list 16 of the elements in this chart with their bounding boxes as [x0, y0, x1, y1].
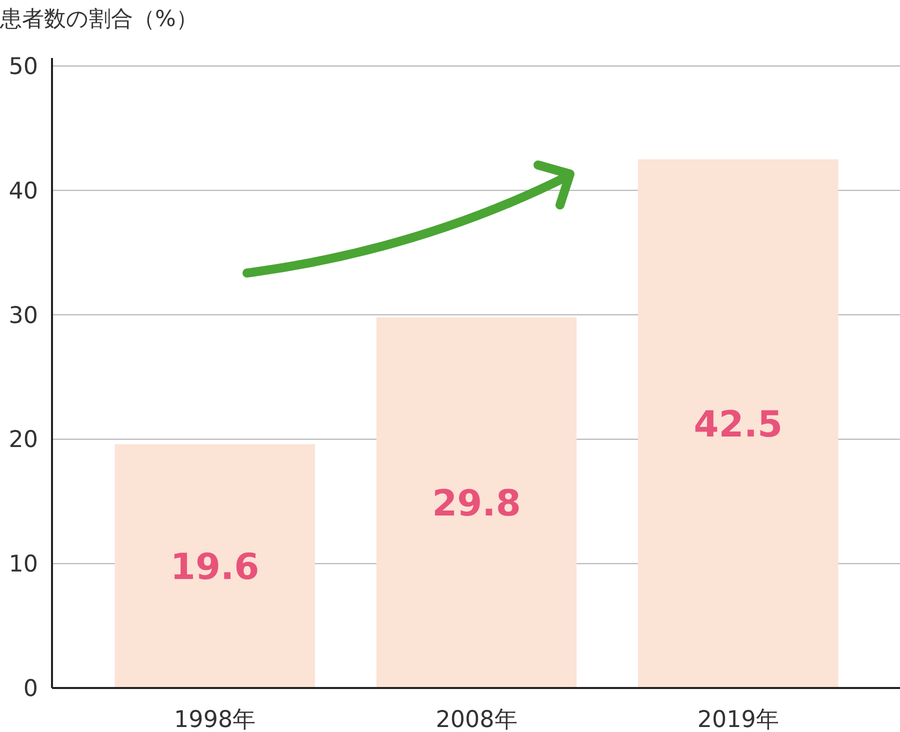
x-tick-label: 2019年	[697, 707, 779, 732]
x-tick-label: 2008年	[436, 707, 518, 732]
y-tick-label: 10	[8, 552, 38, 578]
data-label: 29.8	[432, 484, 521, 525]
y-tick-label: 0	[23, 676, 38, 702]
bar	[114, 444, 315, 688]
y-tick-label: 30	[8, 302, 38, 329]
data-label: 42.5	[694, 404, 783, 446]
y-axis-title: 患者数の割合（%）	[0, 7, 198, 32]
bar	[638, 159, 838, 688]
y-tick-label: 20	[8, 427, 38, 454]
bar	[376, 317, 577, 688]
data-label: 19.6	[170, 547, 260, 588]
x-tick-label: 1998年	[174, 707, 256, 732]
y-tick-label: 40	[8, 178, 38, 204]
y-tick-label: 50	[8, 54, 38, 80]
